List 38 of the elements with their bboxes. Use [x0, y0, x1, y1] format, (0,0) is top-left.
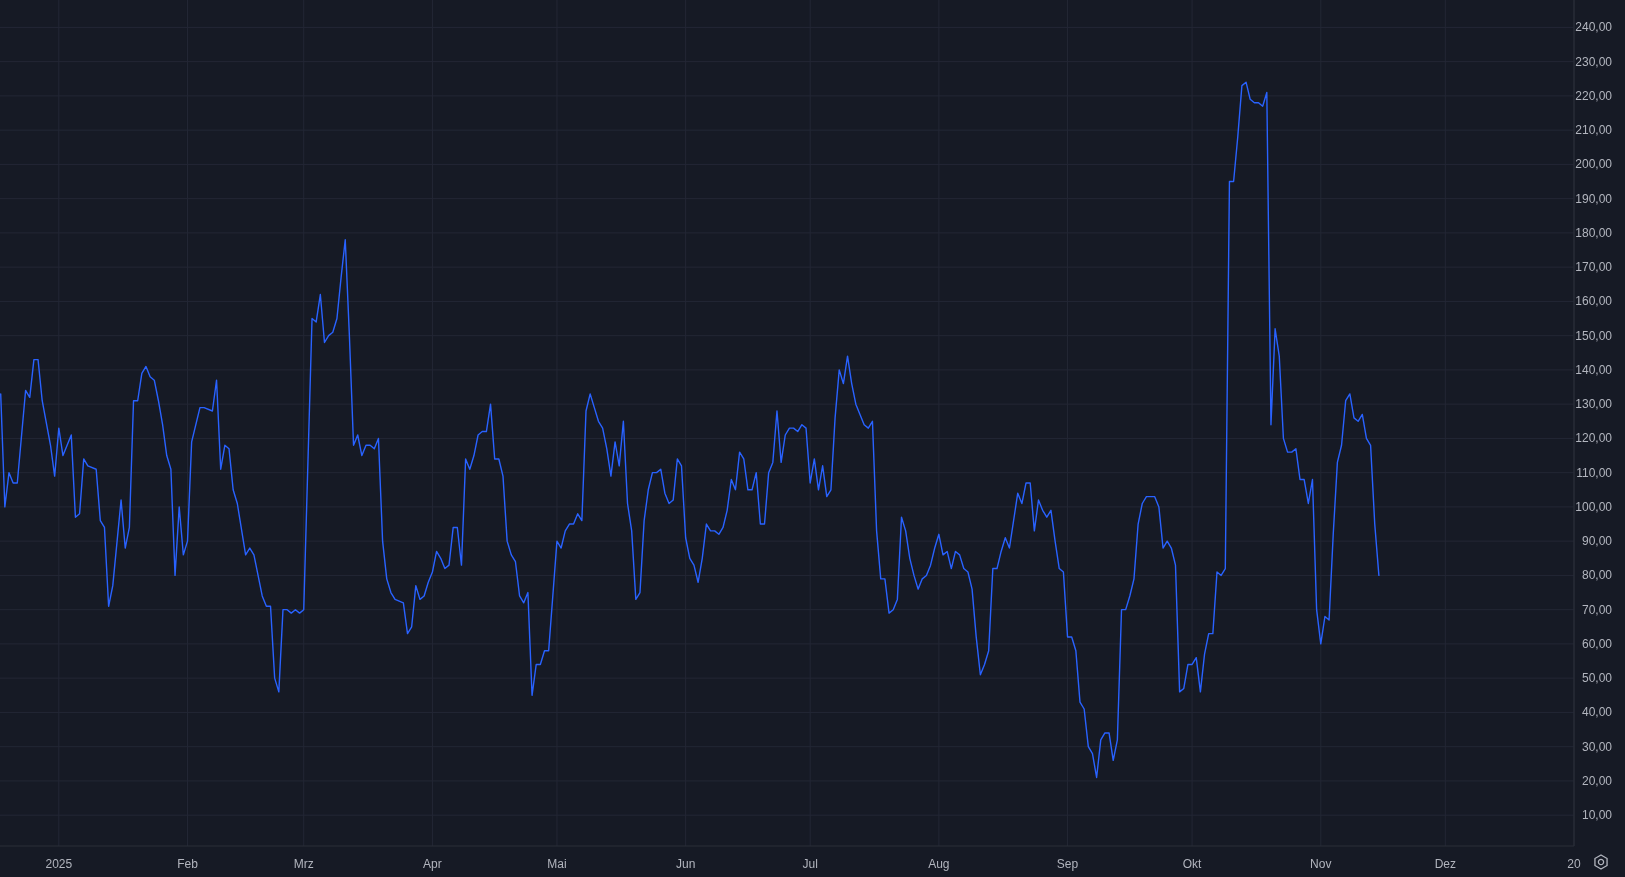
y-tick-label: 40,00 — [1581, 705, 1613, 720]
x-tick-label: Okt — [1182, 857, 1203, 871]
x-tick-label: Dez — [1434, 857, 1456, 871]
line-series — [0, 81, 1380, 779]
x-tick-label: Mrz — [293, 857, 314, 871]
y-tick-label: 80,00 — [1581, 568, 1613, 583]
y-tick-label: 90,00 — [1581, 534, 1613, 549]
y-tick-label: 160,00 — [1575, 294, 1613, 309]
x-tick-label: Mai — [547, 857, 567, 871]
y-tick-label: 20,00 — [1581, 773, 1613, 788]
y-tick-label: 230,00 — [1575, 54, 1613, 69]
y-tick-label: 140,00 — [1575, 362, 1613, 377]
y-tick-label: 100,00 — [1575, 499, 1613, 514]
y-tick-label: 170,00 — [1575, 260, 1613, 275]
x-tick-label: Sep — [1056, 857, 1079, 871]
x-tick-label: Nov — [1310, 857, 1332, 871]
y-tick-label: 120,00 — [1575, 431, 1613, 446]
y-tick-label: 10,00 — [1581, 808, 1613, 823]
x-tick-label: Apr — [423, 857, 442, 871]
y-tick-label: 200,00 — [1575, 157, 1613, 172]
y-tick-label: 190,00 — [1575, 191, 1613, 206]
y-tick-label: 70,00 — [1581, 602, 1613, 617]
y-tick-label: 220,00 — [1575, 88, 1613, 103]
x-tick-label: Jul — [802, 857, 818, 871]
x-tick-label: Feb — [177, 857, 199, 871]
y-tick-label: 240,00 — [1575, 20, 1613, 35]
y-tick-label: 60,00 — [1581, 636, 1613, 651]
y-tick-label: 180,00 — [1575, 225, 1613, 240]
y-tick-label: 210,00 — [1575, 123, 1613, 138]
y-tick-label: 150,00 — [1575, 328, 1613, 343]
x-tick-label: Aug — [928, 857, 950, 871]
y-tick-label: 50,00 — [1581, 671, 1613, 686]
y-tick-label: 130,00 — [1575, 397, 1613, 412]
x-tick-label: 2025 — [45, 857, 73, 871]
x-tick-label: 20 — [1567, 857, 1581, 871]
y-tick-label: 30,00 — [1581, 739, 1613, 754]
x-tick-label: Jun — [675, 857, 696, 871]
y-tick-label: 110,00 — [1576, 465, 1613, 480]
